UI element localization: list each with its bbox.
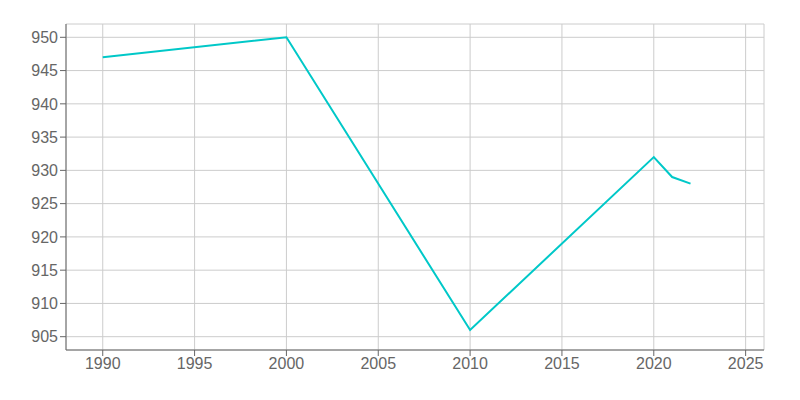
svg-text:935: 935 (31, 129, 58, 146)
svg-text:945: 945 (31, 62, 58, 79)
svg-text:905: 905 (31, 328, 58, 345)
svg-text:950: 950 (31, 29, 58, 46)
svg-text:2025: 2025 (728, 355, 764, 372)
svg-text:2000: 2000 (269, 355, 305, 372)
svg-text:1995: 1995 (177, 355, 213, 372)
svg-text:910: 910 (31, 295, 58, 312)
svg-text:1990: 1990 (85, 355, 121, 372)
svg-text:930: 930 (31, 162, 58, 179)
svg-text:2010: 2010 (452, 355, 488, 372)
svg-text:920: 920 (31, 229, 58, 246)
svg-text:2005: 2005 (360, 355, 396, 372)
svg-text:925: 925 (31, 195, 58, 212)
svg-text:940: 940 (31, 96, 58, 113)
svg-text:2020: 2020 (636, 355, 672, 372)
svg-text:2015: 2015 (544, 355, 580, 372)
svg-text:915: 915 (31, 262, 58, 279)
